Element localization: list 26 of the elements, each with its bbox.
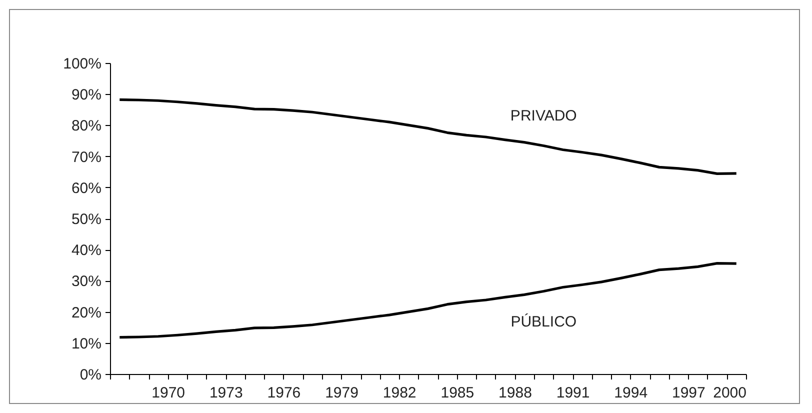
x-tick-label: 1973	[209, 384, 243, 402]
x-tick-label: 1976	[267, 384, 301, 402]
y-tick-label: 10%	[71, 335, 102, 352]
x-tick-label: 1985	[440, 384, 474, 402]
y-tick-label: 30%	[71, 273, 102, 290]
y-tick-label: 100%	[63, 56, 102, 72]
x-tick-label: 1994	[614, 384, 648, 402]
y-tick-label: 20%	[71, 304, 102, 322]
y-tick-label: 50%	[71, 211, 102, 228]
x-tick-label: 1979	[325, 384, 358, 402]
x-tick-label: 1991	[556, 384, 590, 402]
series-label: PÚBLICO	[510, 312, 577, 330]
line-series	[118, 98, 738, 176]
y-tick-label: 90%	[71, 86, 102, 104]
x-tick-label: 1970	[152, 384, 186, 402]
x-tick-label: 1988	[498, 384, 532, 402]
y-tick-label: 70%	[71, 148, 102, 166]
y-tick-label: 40%	[71, 242, 102, 260]
series-label: PRIVADO	[510, 108, 577, 125]
y-tick-label: 60%	[71, 180, 102, 197]
y-tick-label: 0%	[80, 366, 102, 384]
y-tick-label: 80%	[71, 118, 102, 135]
line-series	[118, 262, 738, 339]
x-tick-label: 1997	[672, 384, 706, 402]
x-tick-label: 1982	[382, 384, 416, 402]
x-tick-label: 2000	[713, 384, 746, 402]
